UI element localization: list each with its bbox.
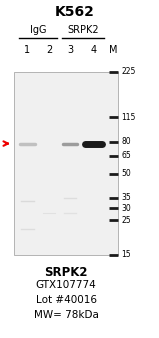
Text: GTX107774: GTX107774 [36, 281, 96, 290]
Text: 35: 35 [121, 193, 131, 202]
Text: 25: 25 [121, 216, 131, 225]
Bar [14, 72, 118, 255]
Text: 115: 115 [121, 113, 135, 122]
Text: 4: 4 [90, 45, 97, 55]
Text: 15: 15 [121, 250, 131, 260]
Text: SRPK2: SRPK2 [44, 266, 88, 279]
Text: 1: 1 [24, 45, 31, 55]
Text: K562: K562 [55, 5, 95, 19]
Text: 30: 30 [121, 203, 131, 213]
Text: M: M [109, 45, 117, 55]
Text: Lot #40016: Lot #40016 [35, 295, 97, 305]
Text: IgG: IgG [30, 25, 46, 35]
Text: 225: 225 [121, 68, 135, 76]
Text: SRPK2: SRPK2 [67, 25, 99, 35]
Text: 80: 80 [121, 137, 131, 146]
Text: MW= 78kDa: MW= 78kDa [34, 310, 98, 319]
Text: 3: 3 [67, 45, 73, 55]
Text: 65: 65 [121, 151, 131, 161]
Text: 50: 50 [121, 169, 131, 178]
Text: 2: 2 [46, 45, 52, 55]
